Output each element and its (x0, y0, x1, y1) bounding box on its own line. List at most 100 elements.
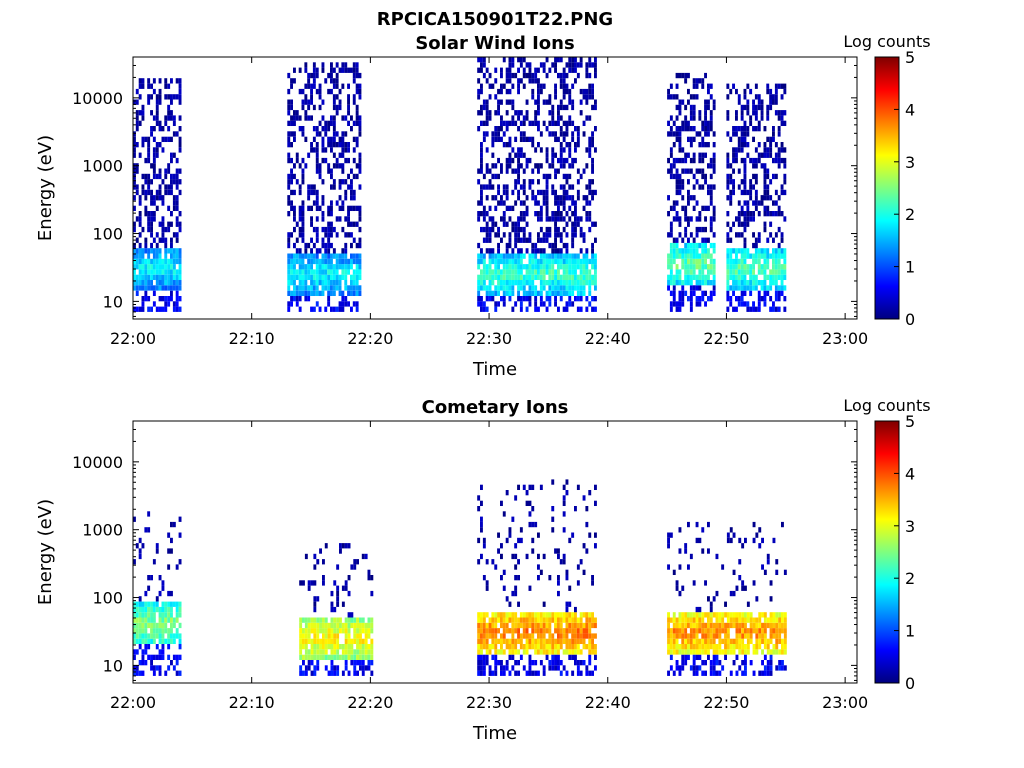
heatmap-cell (170, 606, 173, 613)
heatmap-cell (692, 649, 696, 655)
heatmap-cell (548, 628, 552, 634)
heatmap-cell (582, 264, 586, 270)
heatmap-cell (150, 163, 153, 169)
heatmap-cell (707, 521, 710, 528)
heatmap-cell (361, 660, 365, 666)
heatmap-cell (147, 142, 151, 148)
heatmap-cell (318, 258, 322, 265)
heatmap-cell (562, 290, 566, 297)
heatmap-cell (689, 280, 693, 286)
heatmap-cell (684, 543, 688, 549)
heatmap-cell (542, 633, 546, 639)
heatmap-cell (698, 157, 702, 164)
heatmap-cell (347, 628, 351, 634)
heatmap-cell (344, 617, 348, 623)
heatmap-cell (304, 274, 308, 281)
heatmap-cell (780, 147, 784, 153)
heatmap-cell (528, 638, 532, 645)
heatmap-cell (341, 306, 345, 312)
heatmap-cell (347, 232, 350, 238)
heatmap-cell (568, 195, 572, 201)
heatmap-cell (502, 670, 506, 676)
colorbar-tick-label: 2 (905, 569, 915, 588)
heatmap-cell (158, 280, 162, 286)
heatmap-cell (135, 99, 139, 105)
heatmap-cell (497, 242, 500, 249)
heatmap-cell (761, 622, 764, 629)
heatmap-cell (528, 67, 532, 73)
heatmap-cell (562, 553, 566, 560)
heatmap-cell (494, 628, 498, 634)
heatmap-cells (133, 479, 787, 676)
heatmap-cell (746, 211, 750, 217)
heatmap-cell (315, 131, 319, 137)
heatmap-cell (287, 285, 291, 291)
heatmap-cell (574, 633, 577, 639)
heatmap-cell (494, 221, 498, 227)
heatmap-cell (774, 152, 778, 158)
heatmap-cell (712, 633, 716, 639)
heatmap-cell (783, 83, 787, 89)
heatmap-cell (517, 152, 520, 158)
heatmap-cell (315, 290, 319, 297)
heatmap-cell (732, 126, 735, 132)
heatmap-cell (352, 147, 356, 153)
heatmap-cell (557, 211, 560, 217)
heatmap-cell (147, 83, 151, 89)
heatmap-cell (761, 612, 764, 618)
heatmap-cell (497, 99, 500, 105)
heatmap-cell (485, 559, 489, 565)
heatmap-cell (517, 617, 520, 623)
heatmap-cell (514, 72, 518, 79)
heatmap-cell (330, 142, 333, 148)
heatmap-cell (695, 537, 699, 544)
heatmap-cell (585, 296, 589, 302)
heatmap-cell (551, 654, 555, 661)
heatmap-cell (591, 296, 594, 302)
heatmap-cell (545, 200, 549, 206)
heatmap-cell (715, 654, 719, 661)
heatmap-cell (672, 200, 676, 206)
heatmap-cell (170, 628, 173, 634)
heatmap-cell (692, 152, 696, 158)
heatmap-cell (178, 248, 182, 254)
heatmap-cell (551, 269, 555, 275)
heatmap-cell (301, 285, 305, 291)
heatmap-cell (554, 612, 557, 618)
heatmap-cell (695, 131, 699, 137)
heatmap-cell (678, 301, 682, 307)
heatmap-cell (732, 248, 735, 254)
heatmap-cell (491, 280, 495, 286)
heatmap-cell (178, 136, 182, 143)
heatmap-cell (318, 168, 322, 174)
heatmap-cell (588, 83, 592, 89)
heatmap-cell (350, 660, 354, 666)
heatmap-cell (777, 290, 781, 297)
heatmap-cell (178, 601, 182, 607)
heatmap-cell (324, 654, 328, 661)
heatmap-cell (358, 88, 362, 95)
heatmap-cell (681, 301, 685, 307)
heatmap-cell (548, 622, 552, 629)
heatmap-cell (707, 163, 710, 169)
heatmap-cell (582, 285, 586, 291)
heatmap-cell (312, 290, 316, 297)
heatmap-cell (480, 670, 483, 676)
heatmap-cell (485, 649, 489, 655)
heatmap-cell (740, 269, 744, 275)
heatmap-cell (313, 654, 317, 661)
heatmap-cell (687, 189, 690, 196)
heatmap-cell (752, 617, 756, 623)
heatmap-cell (172, 258, 176, 265)
heatmap-cell (752, 200, 755, 206)
heatmap-cell (562, 78, 566, 84)
heatmap-cell (574, 638, 577, 645)
heatmap-cell (557, 654, 560, 661)
heatmap-cell (313, 596, 317, 602)
heatmap-cell (175, 216, 179, 222)
heatmap-cell (150, 226, 153, 233)
heatmap-cell (301, 253, 305, 259)
heatmap-cell (726, 258, 730, 265)
heatmap-cell (152, 115, 156, 121)
heatmap-cell (678, 612, 682, 618)
